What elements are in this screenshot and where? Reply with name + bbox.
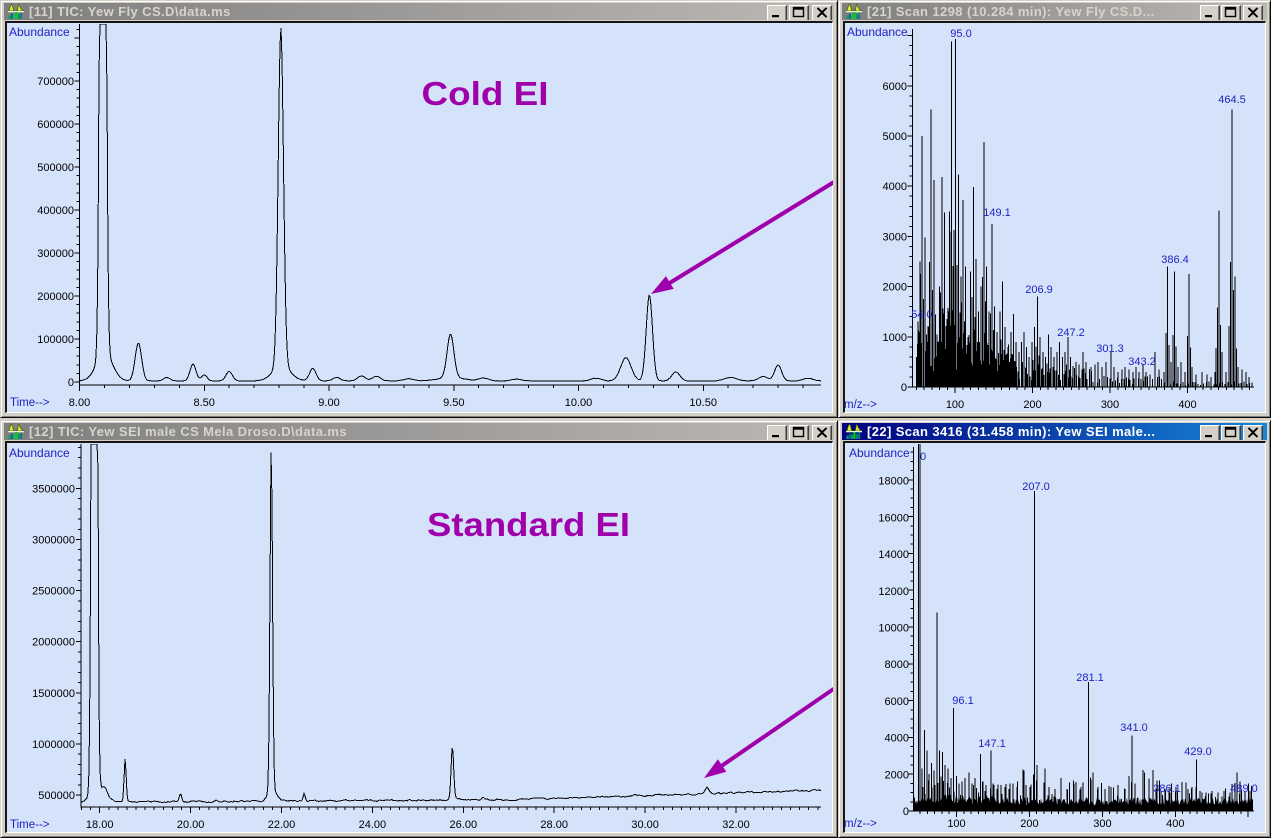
svg-text:26.00: 26.00: [450, 819, 478, 831]
svg-text:0: 0: [68, 377, 74, 389]
svg-text:281.1: 281.1: [1076, 672, 1104, 684]
svg-text:0: 0: [901, 382, 907, 394]
svg-text:300: 300: [1093, 818, 1111, 830]
svg-text:464.5: 464.5: [1218, 94, 1246, 106]
svg-text:9.00: 9.00: [318, 397, 339, 409]
svg-text:300: 300: [1101, 399, 1119, 411]
svg-text:8000: 8000: [885, 659, 909, 671]
svg-text:1500000: 1500000: [32, 688, 75, 700]
svg-text:.0: .0: [917, 451, 926, 463]
svg-text:3000000: 3000000: [32, 535, 75, 547]
svg-text:400000: 400000: [37, 205, 74, 217]
svg-text:3500000: 3500000: [32, 483, 75, 495]
svg-text:386.4: 386.4: [1161, 254, 1189, 266]
svg-text:18.00: 18.00: [86, 819, 114, 831]
svg-text:200000: 200000: [37, 291, 74, 303]
svg-text:54.0: 54.0: [911, 309, 932, 321]
svg-text:343.2: 343.2: [1128, 356, 1156, 368]
svg-text:207.0: 207.0: [1022, 481, 1050, 493]
svg-text:10.50: 10.50: [689, 397, 717, 409]
svg-text:2000000: 2000000: [32, 637, 75, 649]
svg-text:28.00: 28.00: [540, 819, 568, 831]
svg-text:2500000: 2500000: [32, 586, 75, 598]
svg-text:32.00: 32.00: [722, 819, 750, 831]
svg-text:2000: 2000: [885, 769, 909, 781]
svg-text:4000: 4000: [885, 733, 909, 745]
svg-text:100000: 100000: [37, 334, 74, 346]
svg-text:489.0: 489.0: [1230, 783, 1258, 795]
svg-text:500000: 500000: [38, 790, 75, 802]
svg-text:m/z-->: m/z-->: [845, 399, 877, 411]
svg-text:200: 200: [1023, 399, 1041, 411]
svg-text:Time-->: Time-->: [10, 819, 50, 831]
svg-text:22.00: 22.00: [268, 819, 296, 831]
svg-text:341.0: 341.0: [1120, 722, 1148, 734]
svg-text:3000: 3000: [883, 231, 907, 243]
svg-text:m/z-->: m/z-->: [845, 818, 877, 830]
svg-text:10000: 10000: [878, 623, 909, 635]
svg-text:Time-->: Time-->: [10, 397, 50, 409]
svg-text:18000: 18000: [878, 476, 909, 488]
svg-text:Standard EI: Standard EI: [427, 506, 630, 543]
svg-text:20.00: 20.00: [177, 819, 205, 831]
svg-text:12000: 12000: [878, 586, 909, 598]
svg-text:Abundance: Abundance: [847, 25, 908, 39]
svg-text:300000: 300000: [37, 248, 74, 260]
svg-text:100: 100: [946, 399, 964, 411]
svg-text:429.0: 429.0: [1184, 746, 1212, 758]
svg-text:200: 200: [1020, 818, 1038, 830]
svg-text:600000: 600000: [37, 119, 74, 131]
svg-text:500000: 500000: [37, 162, 74, 174]
svg-text:6000: 6000: [885, 696, 909, 708]
svg-text:4000: 4000: [883, 181, 907, 193]
svg-text:16000: 16000: [878, 512, 909, 524]
svg-text:9.50: 9.50: [443, 397, 464, 409]
svg-text:2000: 2000: [883, 282, 907, 294]
svg-text:96.1: 96.1: [952, 695, 973, 707]
svg-text:5000: 5000: [883, 131, 907, 143]
svg-text:247.2: 247.2: [1057, 327, 1085, 339]
svg-text:8.50: 8.50: [193, 397, 214, 409]
svg-text:0: 0: [903, 806, 909, 818]
svg-text:Abundance: Abundance: [9, 25, 70, 39]
svg-text:6000: 6000: [883, 81, 907, 93]
svg-text:301.3: 301.3: [1096, 343, 1124, 355]
svg-text:206.9: 206.9: [1025, 284, 1053, 296]
svg-text:149.1: 149.1: [983, 207, 1011, 219]
svg-text:Abundance: Abundance: [9, 446, 70, 460]
svg-text:386.1: 386.1: [1153, 783, 1181, 795]
svg-text:100: 100: [947, 818, 965, 830]
svg-text:Cold EI: Cold EI: [422, 75, 549, 112]
svg-text:400: 400: [1178, 399, 1196, 411]
svg-text:24.00: 24.00: [359, 819, 387, 831]
svg-text:95.0: 95.0: [950, 28, 971, 40]
svg-text:8.00: 8.00: [69, 397, 90, 409]
svg-text:30.00: 30.00: [631, 819, 659, 831]
svg-text:1000: 1000: [883, 332, 907, 344]
svg-text:700000: 700000: [37, 76, 74, 88]
svg-text:14000: 14000: [878, 549, 909, 561]
svg-text:400: 400: [1166, 818, 1184, 830]
svg-text:147.1: 147.1: [978, 738, 1006, 750]
svg-text:Abundance: Abundance: [849, 446, 910, 460]
svg-text:10.00: 10.00: [565, 397, 593, 409]
svg-text:1000000: 1000000: [32, 739, 75, 751]
